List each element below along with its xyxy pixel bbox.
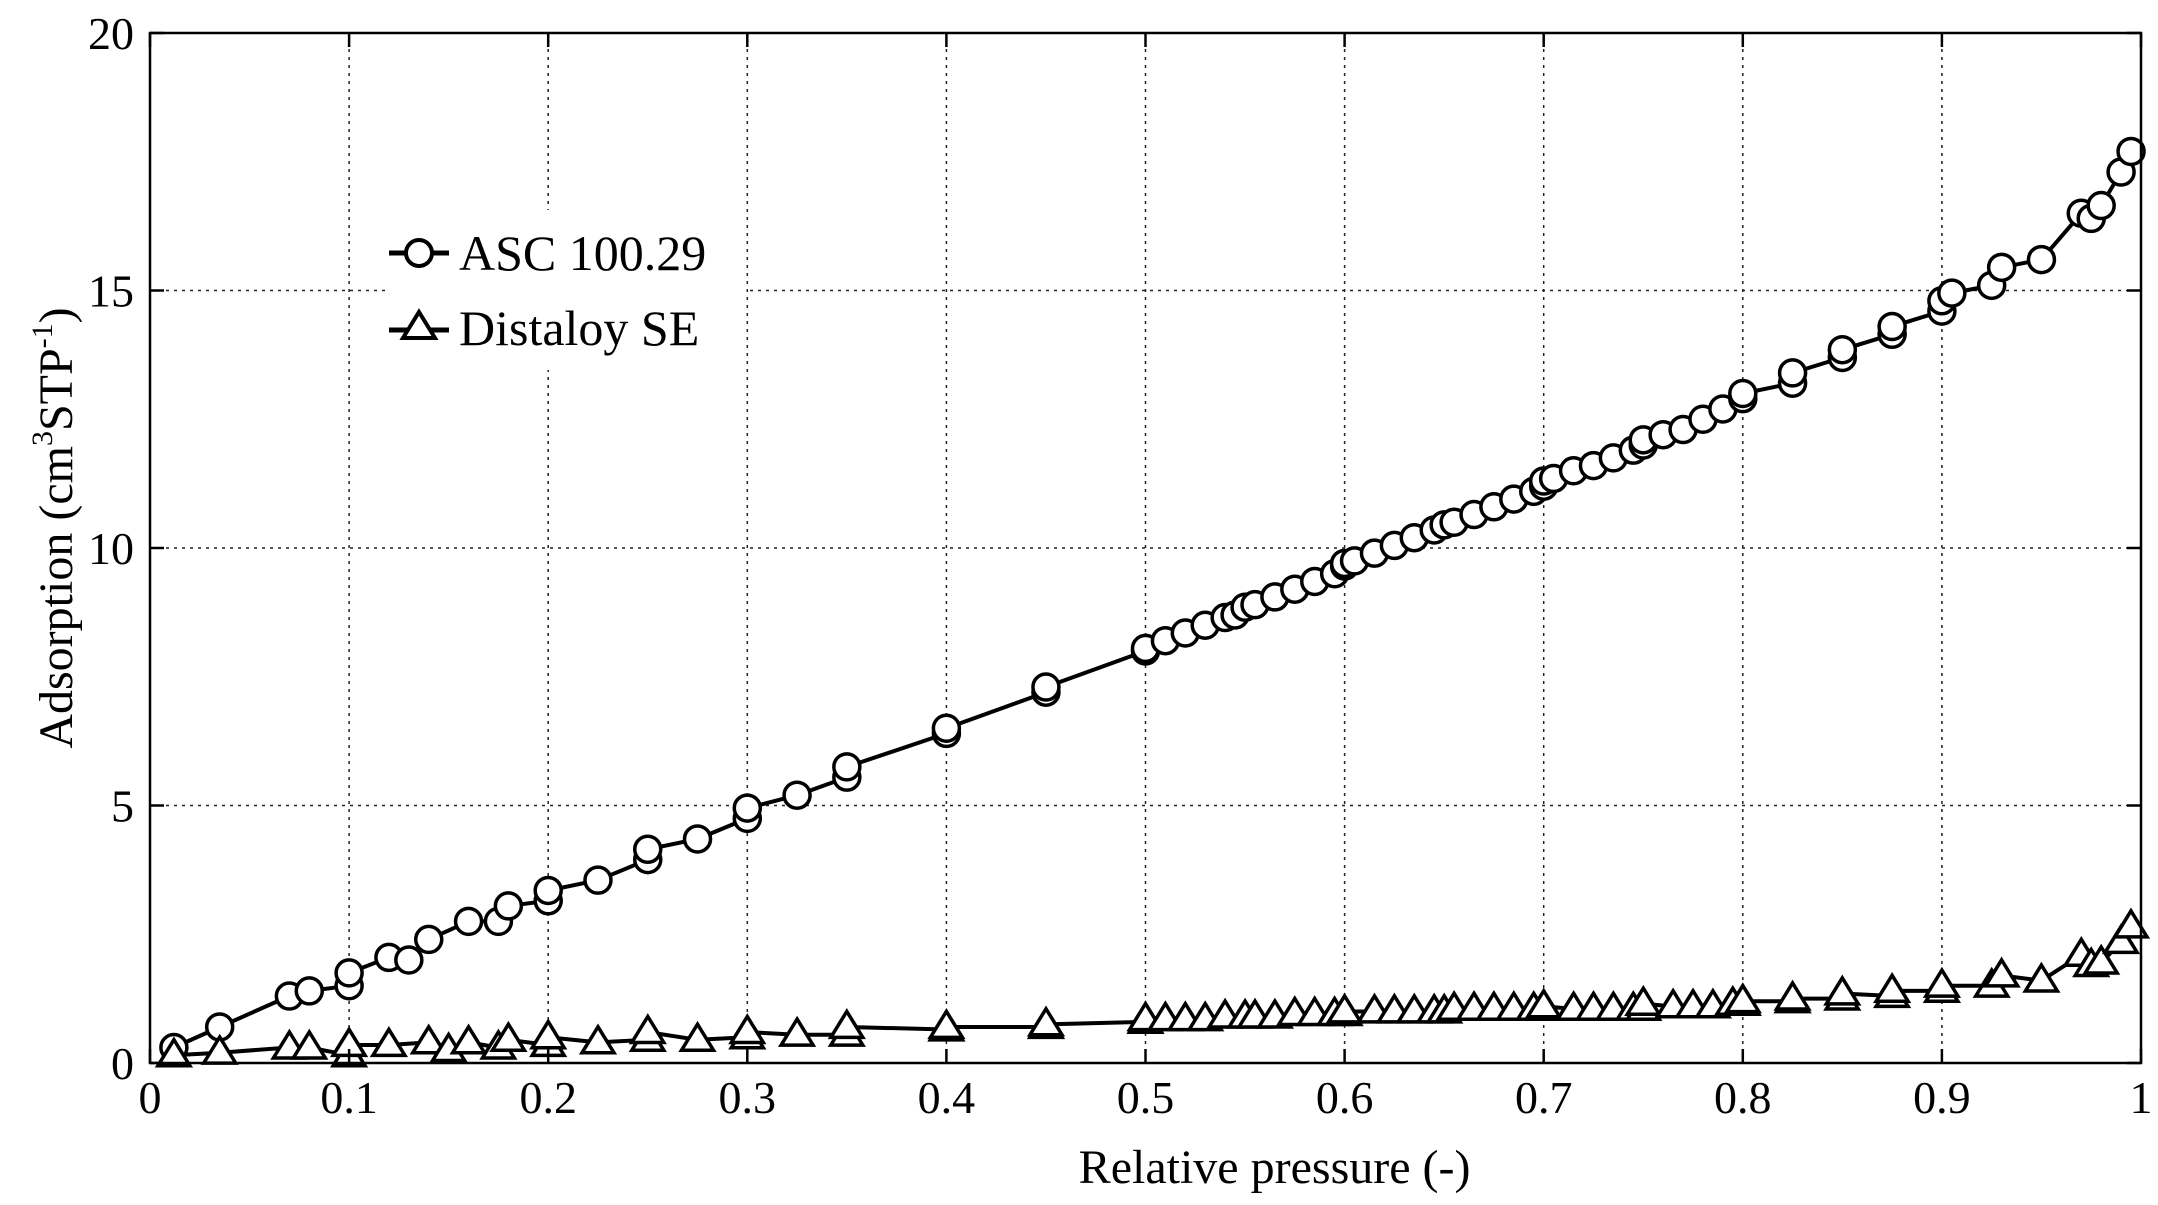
data-point-distaloy bbox=[1026, 1005, 1066, 1037]
data-point-distaloy bbox=[2022, 961, 2061, 993]
legend-item-asc: ASC 100.29 bbox=[385, 218, 706, 288]
legend-marker-triangle-icon bbox=[389, 308, 449, 340]
x-tick-label: 0.9 bbox=[1913, 1072, 1971, 1123]
data-point-asc bbox=[413, 924, 444, 955]
x-tick-label: 0.3 bbox=[719, 1072, 777, 1123]
y-axis-label-suffix: ) bbox=[30, 307, 83, 323]
data-point-distaloy bbox=[927, 1008, 966, 1040]
data-point-asc bbox=[1937, 278, 1967, 308]
data-point-distaloy bbox=[154, 1036, 194, 1068]
data-point-asc bbox=[682, 824, 713, 854]
y-axis-label-sup-2: -1 bbox=[26, 323, 59, 348]
data-point-distaloy bbox=[728, 1013, 767, 1045]
x-axis-label: Relative pressure (-) bbox=[1079, 1141, 1471, 1194]
data-point-asc bbox=[394, 945, 424, 975]
data-point-asc bbox=[832, 752, 862, 782]
data-point-distaloy bbox=[449, 1023, 488, 1055]
x-tick-label: 0.7 bbox=[1515, 1072, 1573, 1123]
x-tick-label: 0.4 bbox=[918, 1072, 976, 1123]
data-point-distaloy bbox=[369, 1026, 409, 1058]
data-point-asc bbox=[1986, 252, 2017, 283]
data-point-distaloy bbox=[1325, 992, 1364, 1024]
data-point-asc bbox=[2116, 136, 2146, 167]
data-point-asc bbox=[1827, 334, 1858, 365]
series-asc bbox=[159, 136, 2146, 1063]
x-tick-label: 0.2 bbox=[519, 1072, 577, 1123]
data-point-distaloy bbox=[2111, 907, 2151, 939]
data-point-distaloy bbox=[2082, 943, 2121, 975]
series-distaloy bbox=[154, 907, 2151, 1068]
data-point-asc bbox=[732, 793, 763, 823]
data-point-distaloy bbox=[1524, 987, 1563, 1019]
data-point-asc bbox=[334, 958, 364, 988]
data-point-asc bbox=[931, 713, 962, 743]
data-point-distaloy bbox=[578, 1023, 618, 1055]
data-point-distaloy bbox=[678, 1020, 717, 1052]
data-point-distaloy bbox=[628, 1013, 667, 1045]
data-point-distaloy bbox=[529, 1018, 568, 1050]
data-point-asc bbox=[493, 891, 524, 921]
series-layer bbox=[154, 136, 2151, 1068]
data-point-distaloy bbox=[1982, 956, 2021, 988]
x-tick-label: 1 bbox=[2130, 1072, 2153, 1123]
data-point-asc bbox=[294, 976, 325, 1006]
data-point-distaloy bbox=[2101, 923, 2141, 955]
data-point-asc bbox=[2026, 244, 2057, 275]
data-point-distaloy bbox=[409, 1023, 448, 1055]
y-axis-label: Adsorption (cm3STP-1) bbox=[26, 307, 83, 748]
data-point-distaloy bbox=[827, 1008, 866, 1040]
data-point-distaloy bbox=[1723, 982, 1762, 1014]
data-point-asc bbox=[583, 865, 613, 895]
data-point-distaloy bbox=[777, 1015, 817, 1047]
data-point-asc bbox=[2086, 190, 2116, 221]
x-tick-label: 0.5 bbox=[1117, 1072, 1175, 1123]
y-tick-label: 5 bbox=[111, 781, 134, 832]
data-point-asc bbox=[533, 875, 563, 906]
y-axis-label-prefix: Adsorption (cm bbox=[30, 446, 83, 749]
legend-label-asc: ASC 100.29 bbox=[459, 225, 707, 281]
y-tick-label: 20 bbox=[88, 8, 134, 59]
data-point-distaloy bbox=[1823, 974, 1862, 1006]
data-point-distaloy bbox=[1922, 966, 1962, 998]
legend: ASC 100.29 Distaloy SE bbox=[385, 210, 745, 370]
data-point-asc bbox=[1777, 358, 1808, 388]
data-point-asc bbox=[633, 834, 663, 865]
legend-label-distaloy: Distaloy SE bbox=[459, 300, 700, 356]
y-axis-label-middle: STP bbox=[30, 348, 83, 431]
legend-item-distaloy: Distaloy SE bbox=[385, 293, 699, 363]
y-tick-label: 10 bbox=[88, 523, 134, 574]
legend-marker-circle-icon bbox=[389, 238, 449, 268]
data-point-asc bbox=[453, 906, 484, 937]
data-point-distaloy bbox=[1872, 971, 1912, 1004]
data-point-asc bbox=[1031, 672, 1061, 702]
data-point-asc bbox=[782, 780, 812, 810]
x-tick-label: 0.1 bbox=[320, 1072, 378, 1123]
data-point-asc bbox=[1877, 311, 1907, 342]
y-tick-label: 15 bbox=[88, 266, 134, 317]
x-tick-label: 0.6 bbox=[1316, 1072, 1374, 1123]
y-tick-label: 0 bbox=[111, 1038, 134, 1089]
y-axis-label-sup-1: 3 bbox=[26, 431, 59, 446]
data-point-asc bbox=[1728, 378, 1758, 409]
data-point-distaloy bbox=[1773, 979, 1812, 1011]
data-point-distaloy bbox=[1624, 984, 1663, 1016]
x-tick-label: 0.8 bbox=[1714, 1072, 1772, 1123]
x-tick-label: 0 bbox=[139, 1072, 162, 1123]
data-point-distaloy bbox=[290, 1028, 329, 1060]
data-point-distaloy bbox=[489, 1020, 528, 1052]
